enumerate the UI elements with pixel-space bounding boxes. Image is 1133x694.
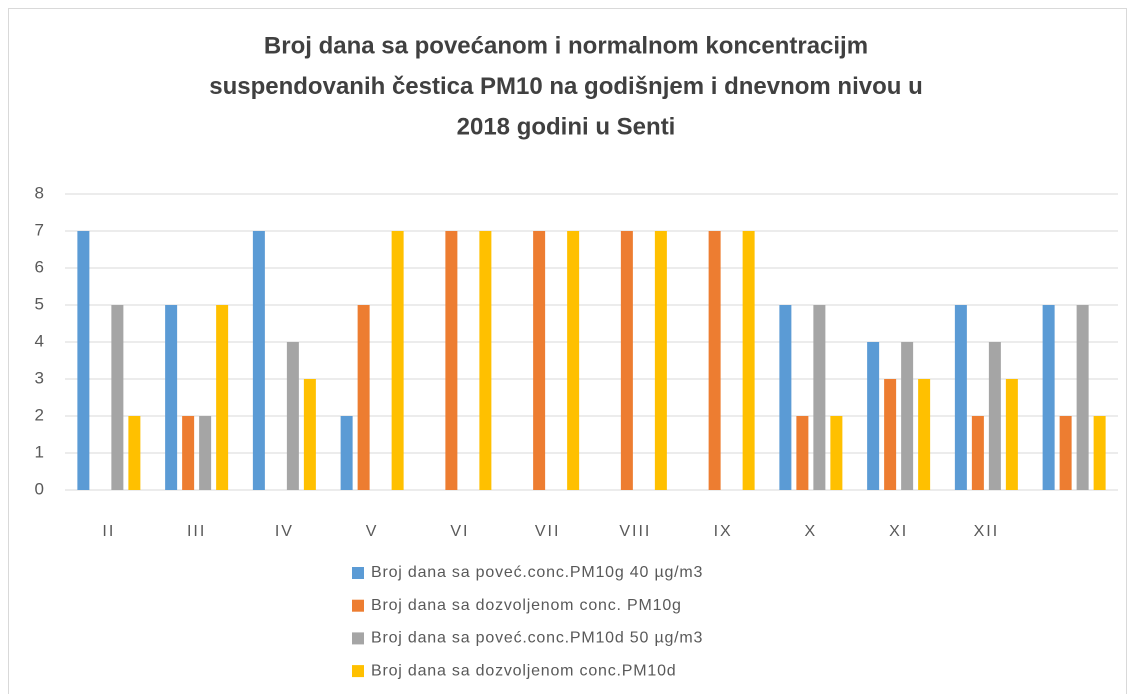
x-tick-label: IX bbox=[714, 523, 733, 540]
chart-title: 2018 godini u Senti bbox=[457, 113, 676, 140]
bar bbox=[654, 231, 667, 490]
chart-title: Broj dana sa povećanom i normalnom konce… bbox=[264, 32, 868, 59]
legend-label: Broj dana sa poveć.conc.PM10d 50 µg/m3 bbox=[371, 630, 703, 647]
y-tick-label: 1 bbox=[35, 442, 44, 461]
y-tick-label: 0 bbox=[35, 479, 44, 498]
bar bbox=[918, 379, 931, 490]
bar bbox=[901, 342, 914, 490]
bar bbox=[182, 416, 195, 490]
legend-label: Broj dana sa dozvoljenom conc. PM10g bbox=[371, 597, 682, 614]
x-tick-label: II bbox=[102, 523, 115, 540]
bar bbox=[286, 342, 299, 490]
x-tick-label: V bbox=[366, 523, 379, 540]
bar bbox=[708, 231, 721, 490]
x-tick-label: IV bbox=[275, 523, 294, 540]
bar bbox=[1059, 416, 1072, 490]
y-tick-label: 3 bbox=[35, 368, 44, 387]
legend-label: Broj dana sa dozvoljenom conc.PM10d bbox=[371, 662, 677, 679]
bar bbox=[303, 379, 316, 490]
legend-swatch bbox=[352, 567, 364, 579]
bar bbox=[830, 416, 843, 490]
bar bbox=[165, 305, 178, 490]
bar bbox=[1005, 379, 1018, 490]
x-tick-label: XI bbox=[889, 523, 908, 540]
x-tick-label: VIII bbox=[619, 523, 651, 540]
y-tick-label: 6 bbox=[35, 257, 44, 276]
bar bbox=[813, 305, 826, 490]
bar bbox=[479, 231, 492, 490]
bar bbox=[742, 231, 755, 490]
y-tick-label: 5 bbox=[35, 294, 44, 313]
chart-title: suspendovanih čestica PM10 na godišnjem … bbox=[209, 73, 922, 100]
legend-label: Broj dana sa poveć.conc.PM10g 40 µg/m3 bbox=[371, 564, 703, 581]
bar bbox=[533, 231, 546, 490]
y-tick-label: 4 bbox=[35, 331, 44, 350]
legend-swatch bbox=[352, 599, 364, 612]
bar bbox=[1042, 305, 1055, 490]
bar bbox=[77, 231, 90, 490]
bar bbox=[357, 305, 370, 490]
legend-swatch bbox=[352, 632, 364, 645]
y-tick-label: 8 bbox=[35, 183, 44, 202]
bar bbox=[216, 305, 229, 490]
bar bbox=[567, 231, 580, 490]
bar bbox=[620, 231, 633, 490]
x-tick-label: VI bbox=[450, 523, 469, 540]
bar bbox=[988, 342, 1001, 490]
bar bbox=[340, 416, 353, 490]
bar bbox=[391, 231, 404, 490]
bar bbox=[199, 416, 212, 490]
bar bbox=[445, 231, 458, 490]
y-tick-label: 7 bbox=[35, 220, 44, 239]
x-tick-label: VII bbox=[535, 523, 561, 540]
bar bbox=[111, 305, 124, 490]
bar bbox=[867, 342, 880, 490]
bar bbox=[971, 416, 984, 490]
bar bbox=[884, 379, 897, 490]
bar bbox=[1076, 305, 1089, 490]
bar bbox=[252, 231, 265, 490]
bar bbox=[796, 416, 809, 490]
x-tick-label: X bbox=[805, 523, 818, 540]
y-tick-label: 2 bbox=[35, 405, 44, 424]
x-tick-label: III bbox=[187, 523, 206, 540]
bar bbox=[954, 305, 967, 490]
x-tick-label: XII bbox=[974, 523, 1000, 540]
legend-swatch bbox=[352, 665, 364, 678]
bar bbox=[1093, 416, 1106, 490]
bar bbox=[128, 416, 141, 490]
bar bbox=[779, 305, 792, 490]
